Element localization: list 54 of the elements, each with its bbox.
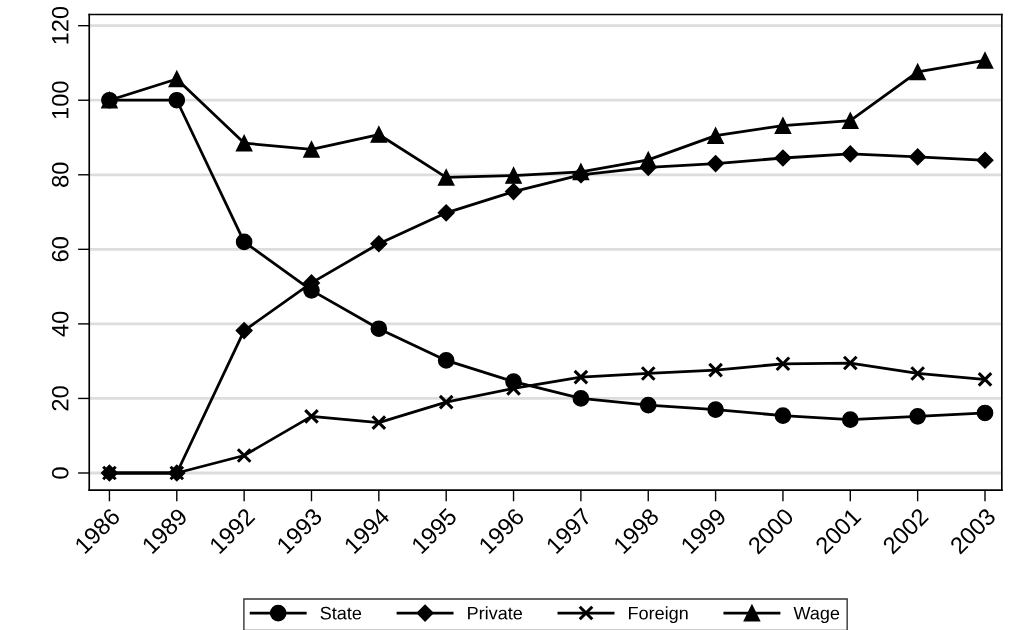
y-tick-label: 60 — [51, 237, 69, 262]
y-tick-label: 20 — [51, 386, 69, 411]
point — [841, 145, 859, 163]
point — [504, 183, 523, 201]
point — [235, 233, 253, 251]
point — [437, 169, 455, 186]
point — [909, 148, 927, 166]
point — [303, 141, 320, 158]
point — [639, 151, 657, 169]
point — [640, 365, 657, 382]
y-tick-label: 40 — [51, 311, 69, 337]
point — [370, 235, 388, 253]
point — [572, 390, 590, 407]
legend-label: Foreign — [629, 606, 688, 624]
point — [639, 396, 657, 414]
point — [371, 414, 387, 431]
point — [977, 371, 993, 388]
point — [437, 204, 455, 222]
point — [976, 151, 994, 169]
point — [976, 404, 994, 422]
point — [775, 355, 791, 372]
point — [505, 167, 522, 184]
legend-label: State — [320, 606, 362, 620]
point — [774, 407, 792, 424]
point — [236, 447, 252, 464]
point — [976, 52, 994, 69]
legend-label: Private — [468, 606, 522, 620]
point — [573, 369, 589, 385]
point — [235, 134, 253, 152]
y-tick-label: 120 — [51, 6, 69, 44]
point — [235, 322, 253, 340]
point — [774, 117, 792, 134]
point — [909, 63, 926, 81]
legend-label: Wage — [793, 606, 840, 624]
point — [909, 365, 926, 382]
point — [370, 320, 388, 338]
y-tick-label: 80 — [51, 162, 69, 187]
y-tick-label: 0 — [51, 467, 69, 479]
point — [841, 411, 859, 429]
point — [707, 362, 724, 378]
point — [909, 407, 926, 425]
point — [707, 401, 724, 418]
point — [841, 112, 859, 130]
point — [168, 91, 186, 109]
point — [707, 127, 724, 144]
point — [168, 70, 186, 88]
y-tick-label: 100 — [51, 81, 69, 119]
point — [774, 149, 792, 167]
point — [842, 355, 859, 371]
point — [438, 394, 454, 410]
point — [370, 126, 388, 143]
point — [707, 155, 725, 173]
point — [303, 408, 320, 425]
point — [437, 352, 455, 369]
